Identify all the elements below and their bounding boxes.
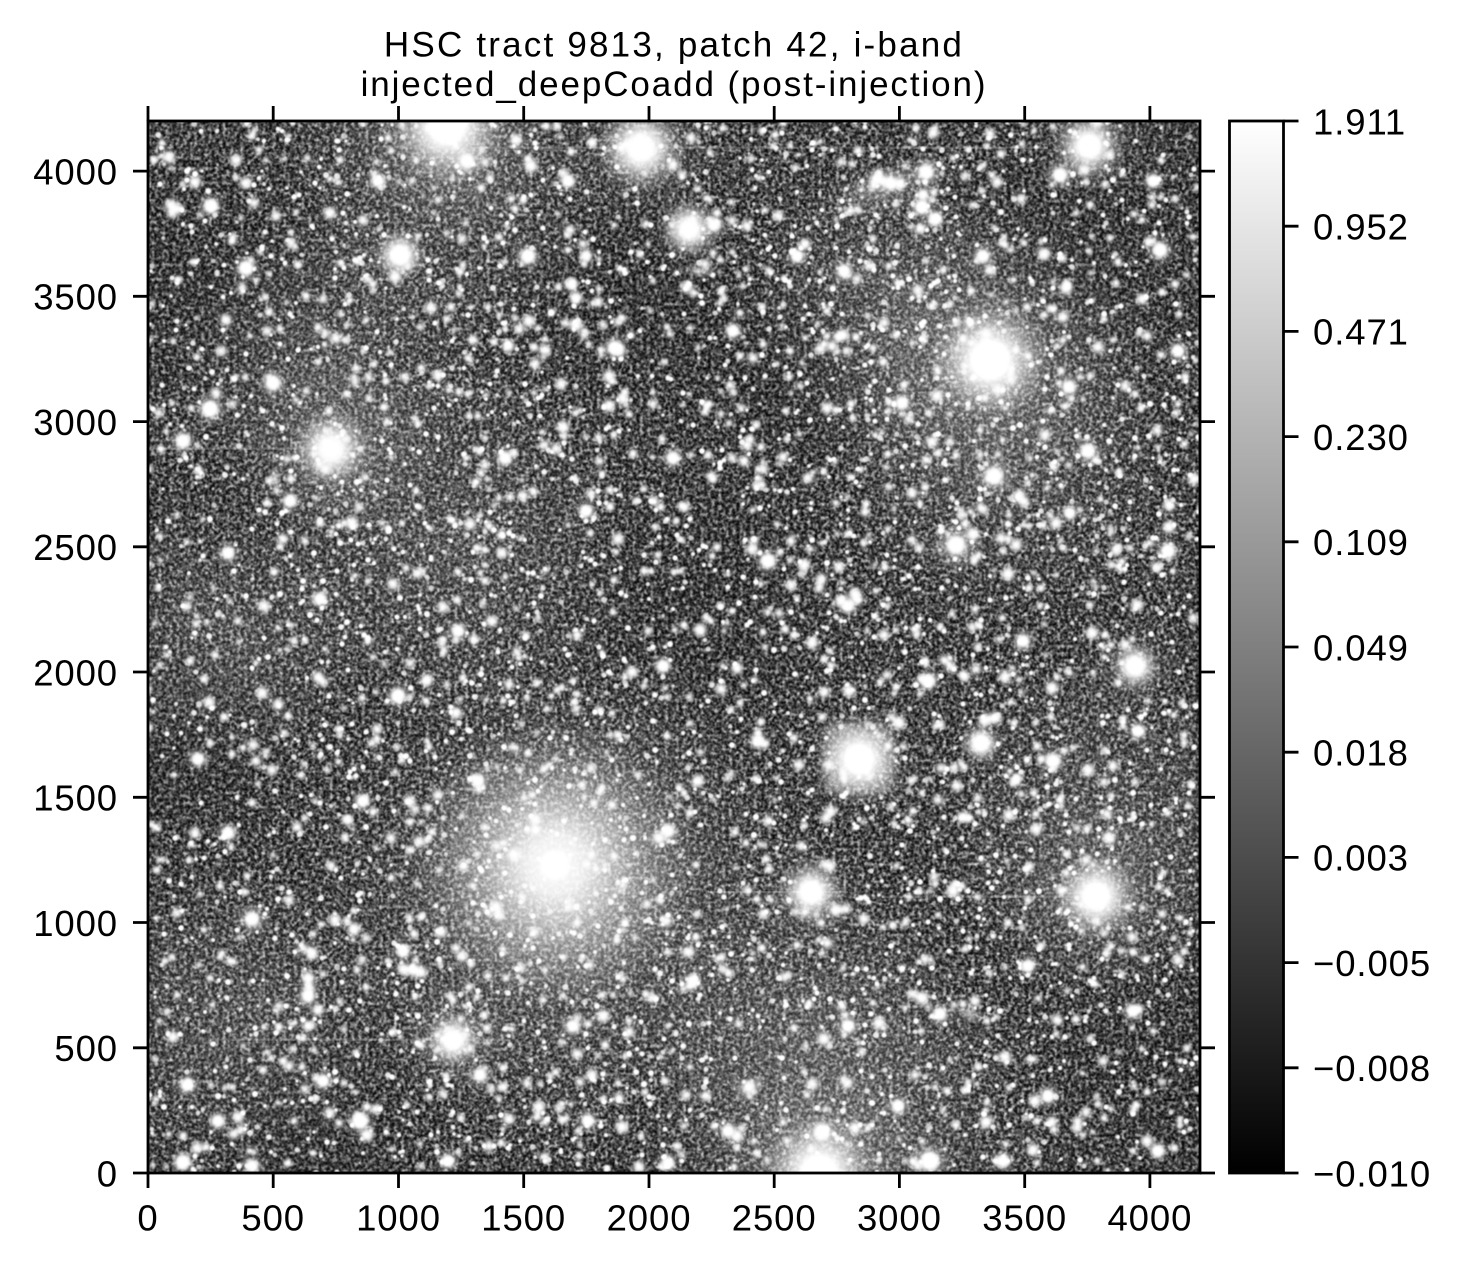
svg-text:2500: 2500 — [732, 1198, 817, 1239]
svg-text:4000: 4000 — [1107, 1198, 1192, 1239]
svg-text:0: 0 — [97, 1153, 118, 1194]
svg-text:1000: 1000 — [356, 1198, 441, 1239]
svg-text:3000: 3000 — [857, 1198, 942, 1239]
svg-text:500: 500 — [54, 1028, 118, 1069]
svg-text:0: 0 — [137, 1198, 158, 1239]
svg-text:2000: 2000 — [607, 1198, 692, 1239]
svg-text:3500: 3500 — [982, 1198, 1067, 1239]
svg-text:1000: 1000 — [33, 903, 118, 944]
svg-text:1500: 1500 — [481, 1198, 566, 1239]
svg-text:500: 500 — [241, 1198, 305, 1239]
